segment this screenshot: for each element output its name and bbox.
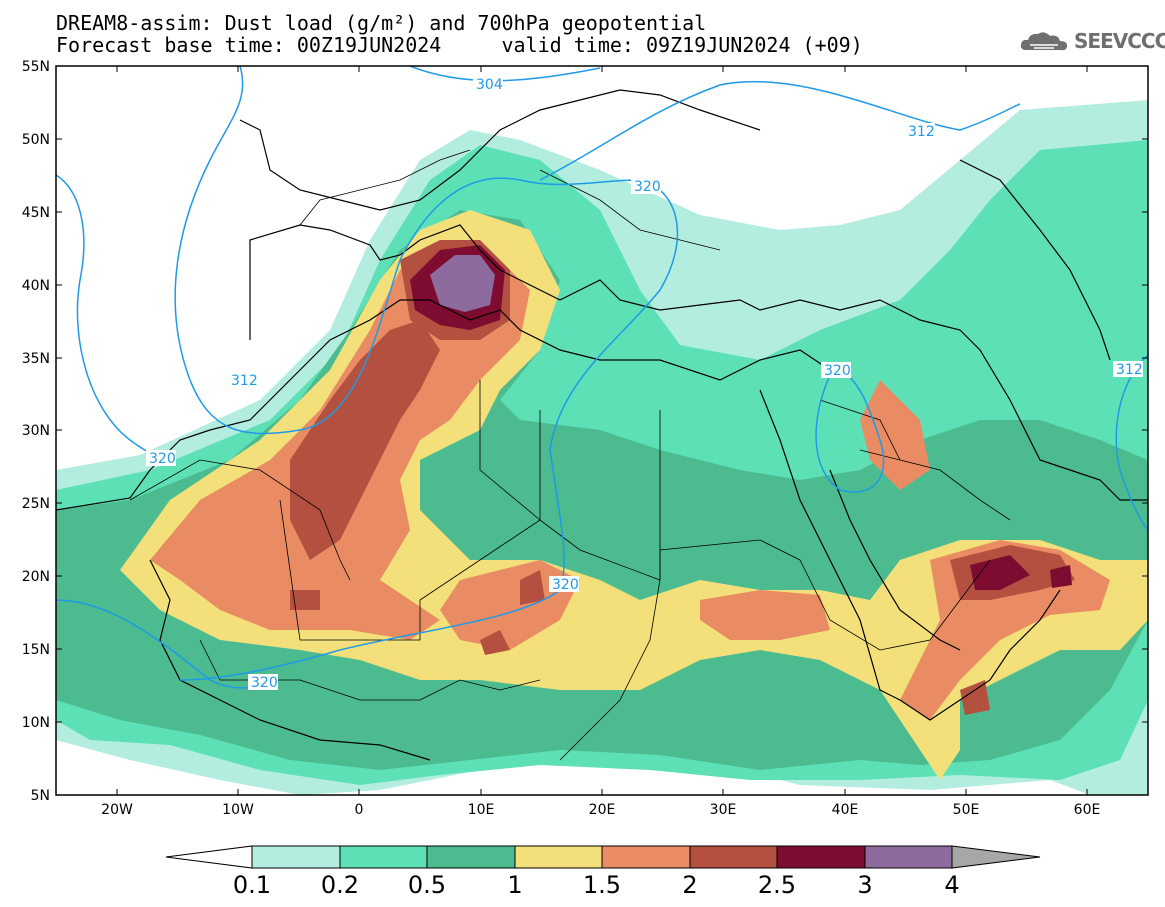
lat-label: 10N: [22, 715, 50, 731]
lat-label: 30N: [22, 423, 50, 439]
colorbar-under-arrow: [165, 845, 253, 869]
contour-label-320-arabia: 320: [824, 363, 851, 379]
contour-label-312-west: 312: [231, 373, 258, 389]
colorbar-label: 0.1: [233, 871, 271, 899]
colorbar: [165, 845, 1041, 869]
coastlines: [56, 89, 1148, 761]
map-title-line1: DREAM8-assim: Dust load (g/m²) and 700hP…: [56, 11, 707, 35]
map-title-line2: Forecast base time: 00Z19JUN2024 valid t…: [56, 33, 863, 57]
lon-label: 40E: [832, 802, 859, 818]
contour-label-320-north: 320: [634, 179, 661, 195]
colorbar-bin: [426, 845, 516, 869]
contour-labels: 304 312 320 320 312 320 320 320 312: [146, 76, 1143, 691]
lat-label: 50N: [22, 132, 50, 148]
lat-label: 15N: [22, 642, 50, 658]
lon-label: 20E: [589, 802, 616, 818]
contour-label-312-far-east: 312: [1116, 362, 1143, 378]
lon-label: 60E: [1074, 802, 1101, 818]
contour-label-320-west: 320: [149, 451, 176, 467]
lat-label: 45N: [22, 205, 50, 221]
logo-text: SEEVCCC: [1074, 29, 1165, 53]
country-borders: [129, 149, 1011, 761]
lon-label: 20W: [101, 802, 133, 818]
colorbar-label: 0.5: [408, 871, 446, 899]
latitude-axis: [56, 65, 1148, 796]
colorbar-label: 0.2: [321, 871, 359, 899]
dust-shading: [56, 100, 1148, 795]
colorbar-label: 2.5: [758, 871, 796, 899]
colorbar-label: 4: [944, 871, 959, 899]
colorbar-bin: [601, 845, 691, 869]
lat-label: 55N: [22, 59, 50, 75]
lon-label: 0: [355, 802, 364, 818]
lon-label: 50E: [953, 802, 980, 818]
colorbar-label: 3: [857, 871, 872, 899]
colorbar-bin: [251, 845, 341, 869]
contour-label-320-south: 320: [251, 675, 278, 691]
colorbar-bin: [864, 845, 953, 869]
cloud-icon: [1020, 32, 1068, 51]
map-frame: 304 312 320 320 312 320 320 320 312: [56, 66, 1148, 795]
lat-label: 35N: [22, 351, 50, 367]
colorbar-label: 1: [507, 871, 522, 899]
latitude-labels: 5N 10N 15N 20N 25N 30N 35N 40N 45N 50N 5…: [22, 59, 50, 804]
longitude-axis: [116, 66, 1088, 795]
colorbar-bin: [776, 845, 866, 869]
dust-level-3: [430, 255, 495, 312]
colorbar-over-arrow: [951, 845, 1041, 869]
lat-label: 5N: [31, 788, 50, 804]
colorbar-bin: [689, 845, 778, 869]
lat-label: 40N: [22, 278, 50, 294]
seevccc-logo: SEEVCCC: [1018, 28, 1165, 56]
colorbar-labels: 0.1 0.2 0.5 1 1.5 2 2.5 3 4: [233, 871, 960, 899]
lon-label: 10E: [468, 802, 495, 818]
lat-label: 25N: [22, 496, 50, 512]
geopotential-contours: [56, 66, 1148, 689]
colorbar-label: 2: [682, 871, 697, 899]
longitude-labels: 20W 10W 0 10E 20E 30E 40E 50E 60E: [101, 802, 1100, 818]
colorbar-label: 1.5: [583, 871, 621, 899]
colorbar-bin: [339, 845, 428, 869]
lon-label: 30E: [710, 802, 737, 818]
contour-label-320-sahara: 320: [552, 577, 579, 593]
colorbar-bin: [514, 845, 603, 869]
lat-label: 20N: [22, 569, 50, 585]
contour-label-312-east: 312: [908, 124, 935, 140]
lon-label: 10W: [222, 802, 254, 818]
contour-label-304: 304: [476, 77, 503, 93]
